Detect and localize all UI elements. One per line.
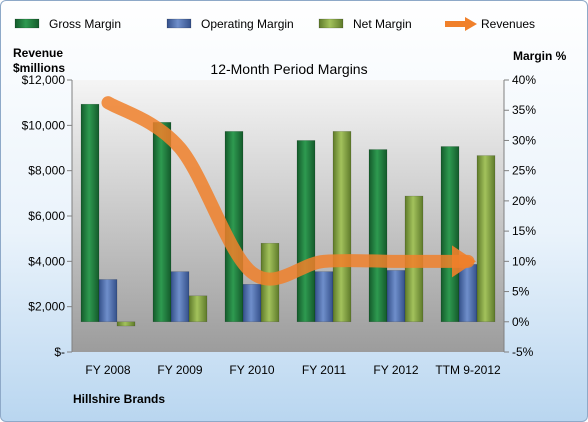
revenue-line-layer: [101, 96, 476, 286]
left-tick-label: $6,000: [28, 209, 65, 223]
bars: [80, 103, 496, 327]
legend-swatch: [318, 18, 344, 29]
right-tick-label: 40%: [512, 73, 536, 87]
legend-label: Net Margin: [353, 17, 412, 31]
right-tick-label: -5%: [512, 345, 534, 359]
category-label: FY 2008: [85, 363, 130, 377]
right-tick-label: 20%: [512, 194, 536, 208]
left-tick-label: $12,000: [22, 73, 66, 87]
bar-gross-margin: [80, 103, 100, 323]
company-name: Hillshire Brands: [73, 392, 165, 406]
revenue-line: [101, 96, 475, 286]
category-label: FY 2012: [373, 363, 418, 377]
bar-operating-margin: [458, 264, 478, 323]
bar-operating-margin: [386, 270, 406, 323]
legend-label: Operating Margin: [201, 17, 294, 31]
bar-gross-margin: [440, 146, 460, 323]
left-tick-label: $8,000: [28, 164, 65, 178]
bar-gross-margin: [296, 140, 316, 323]
category-label: TTM 9-2012: [435, 363, 501, 377]
bar-gross-margin: [368, 149, 388, 323]
bar-operating-margin: [242, 284, 262, 323]
left-axis-label-line1: Revenue: [13, 46, 63, 60]
category-label: FY 2009: [157, 363, 202, 377]
category-label: FY 2010: [229, 363, 274, 377]
right-tick-label: 35%: [512, 103, 536, 117]
right-tick-label: 15%: [512, 224, 536, 238]
chart-title: 12-Month Period Margins: [210, 61, 367, 77]
right-tick-label: 5%: [512, 285, 530, 299]
bar-operating-margin: [314, 271, 334, 323]
left-axis-ticks: $- $2,000 $4,000 $6,000 $8,000 $10,000 $12,000: [22, 73, 72, 359]
bar-net-margin: [332, 131, 352, 323]
bar-operating-margin: [170, 271, 190, 323]
right-tick-label: 25%: [512, 164, 536, 178]
bar-net-margin: [476, 155, 496, 323]
legend-swatch: [14, 18, 40, 29]
right-tick-label: 0%: [512, 315, 530, 329]
right-axis-label: Margin %: [513, 49, 567, 63]
category-label: FY 2011: [302, 363, 347, 377]
left-tick-label: $2,000: [28, 300, 65, 314]
left-tick-label: $-: [54, 345, 65, 359]
legend-arrow: [465, 17, 477, 31]
bar-operating-margin: [98, 279, 118, 323]
legend: Gross Margin Operating Margin Net Margin Re…: [14, 17, 535, 31]
left-axis-label-line2: $millions: [13, 61, 65, 75]
bar-net-margin: [188, 295, 208, 323]
right-tick-label: 30%: [512, 133, 536, 147]
left-tick-label: $10,000: [22, 118, 66, 132]
right-axis-ticks: -5% 0% 5% 10% 15% 20% 25% 30% 35% 40%: [504, 73, 536, 359]
bar-gross-margin: [152, 122, 172, 323]
left-tick-label: $4,000: [28, 254, 65, 268]
category-labels: FY 2008 FY 2009 FY 2010 FY 2011 FY 2012 TTM 9…: [85, 363, 501, 377]
legend-label: Gross Margin: [49, 17, 121, 31]
legend-label: Revenues: [481, 17, 535, 31]
bar-net-margin: [116, 321, 136, 327]
revenue-arrowhead: [452, 245, 476, 278]
legend-swatch: [166, 18, 192, 29]
right-tick-label: 10%: [512, 254, 536, 268]
